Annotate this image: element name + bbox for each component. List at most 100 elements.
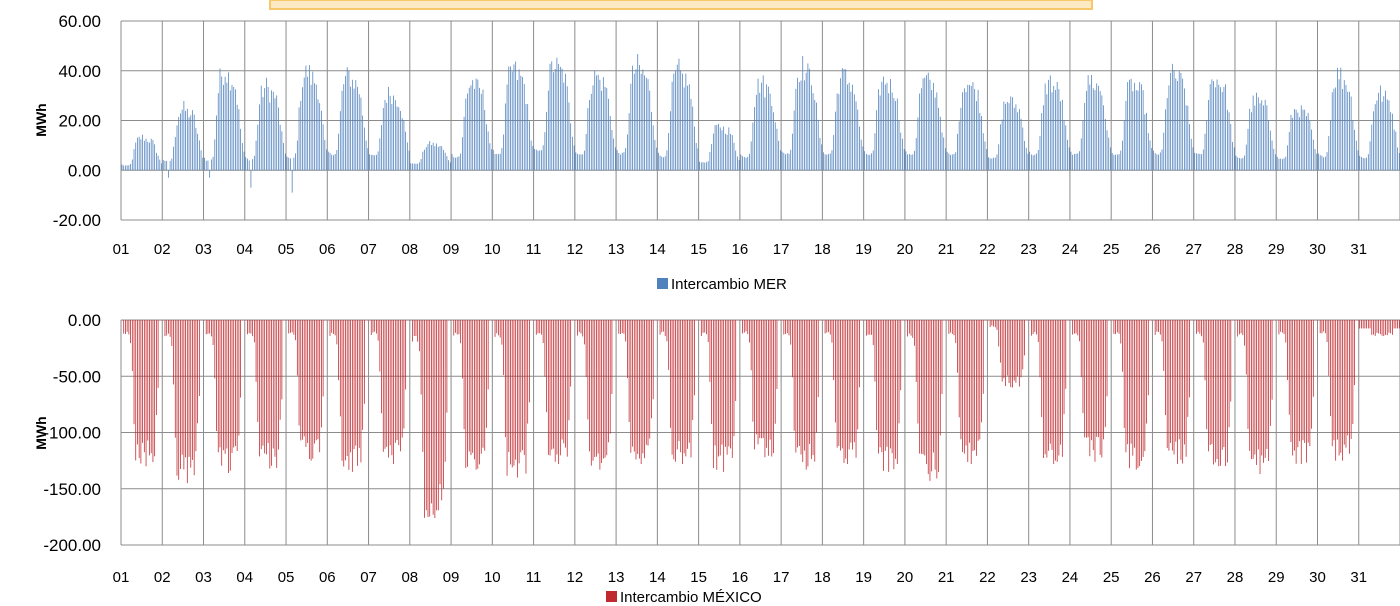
bar	[161, 163, 162, 171]
bar	[470, 320, 472, 456]
bar	[694, 126, 695, 171]
bar	[186, 108, 188, 171]
bar	[910, 320, 912, 336]
bar	[1314, 320, 1316, 321]
bar	[542, 320, 544, 343]
bar	[446, 320, 448, 413]
bar	[319, 103, 321, 171]
bar	[938, 320, 939, 473]
bar	[1194, 320, 1196, 321]
bar	[926, 320, 927, 465]
bar	[817, 119, 819, 171]
bar	[869, 154, 871, 171]
bar	[575, 320, 577, 321]
bar	[1374, 320, 1376, 336]
bar	[1326, 152, 1328, 171]
bar	[721, 130, 723, 171]
bar	[1218, 84, 1220, 171]
bar	[1324, 320, 1326, 334]
bar	[742, 320, 743, 334]
bar	[486, 320, 487, 428]
bar	[1385, 90, 1386, 171]
bar	[939, 320, 941, 436]
bar	[719, 127, 721, 171]
bar	[128, 165, 130, 171]
bar	[345, 76, 346, 171]
chart-mer-legend-label: Intercambio MER	[671, 276, 787, 293]
bar	[575, 152, 577, 171]
chart-mer-x-ticks: 01 02 03 04 05 06 07 08 09 10 11 12 13 14 15 16 17 18 19 20…	[113, 241, 1367, 258]
bar	[1318, 153, 1319, 171]
bar	[661, 156, 663, 171]
bar	[209, 170, 211, 178]
bar	[431, 145, 432, 171]
bar	[1330, 320, 1331, 417]
bar	[1128, 79, 1130, 171]
bar	[695, 320, 697, 321]
bar	[1171, 320, 1173, 451]
bar	[250, 320, 252, 334]
bar	[1080, 320, 1082, 378]
bar	[584, 320, 585, 345]
x-tick-label: 19	[855, 241, 872, 258]
y-tick-label: 0.00	[68, 311, 101, 330]
bar	[1022, 127, 1024, 171]
bar	[503, 134, 505, 171]
bar	[1230, 320, 1232, 402]
bar	[1364, 158, 1366, 171]
bar	[1281, 159, 1283, 171]
bar	[1055, 89, 1056, 171]
bar	[922, 78, 924, 171]
bar	[850, 320, 852, 443]
bar	[474, 320, 475, 460]
bar	[1364, 320, 1366, 329]
bar	[898, 120, 900, 171]
bar	[859, 126, 860, 171]
bar	[847, 84, 848, 171]
bar	[1104, 320, 1106, 428]
bar	[1037, 320, 1039, 343]
bar	[319, 320, 321, 453]
x-tick-label: 11	[526, 569, 542, 586]
bar	[1208, 99, 1209, 171]
bar	[725, 320, 726, 447]
bar	[1335, 320, 1337, 461]
bar	[484, 110, 486, 171]
bar	[1034, 320, 1036, 333]
bar	[1196, 153, 1197, 171]
bar	[374, 320, 376, 332]
bar	[1311, 129, 1312, 171]
bar	[1264, 320, 1266, 458]
bar	[730, 133, 731, 171]
bar	[1201, 320, 1202, 337]
bar	[1063, 119, 1065, 171]
bar	[516, 79, 518, 171]
bar	[535, 149, 537, 171]
bar	[1122, 140, 1123, 171]
bar	[692, 106, 694, 171]
bar	[1061, 99, 1063, 171]
bar	[676, 64, 678, 171]
bar	[1225, 320, 1227, 467]
bar	[735, 150, 737, 171]
bar	[1257, 320, 1259, 450]
bar	[664, 156, 666, 171]
bar	[186, 320, 188, 484]
bar	[926, 75, 927, 171]
bar	[982, 320, 984, 394]
bar	[924, 77, 926, 171]
bar	[1307, 112, 1309, 171]
bar	[193, 320, 195, 476]
bar	[154, 144, 156, 171]
bar	[1226, 320, 1228, 463]
bar	[1087, 320, 1089, 438]
bar	[1077, 153, 1079, 171]
bar	[797, 77, 798, 171]
bar	[1211, 79, 1213, 171]
bar	[247, 158, 248, 171]
bar	[792, 320, 793, 378]
bar	[1273, 320, 1275, 321]
bar	[1385, 320, 1386, 335]
bar	[1276, 156, 1278, 171]
bar	[659, 155, 661, 171]
